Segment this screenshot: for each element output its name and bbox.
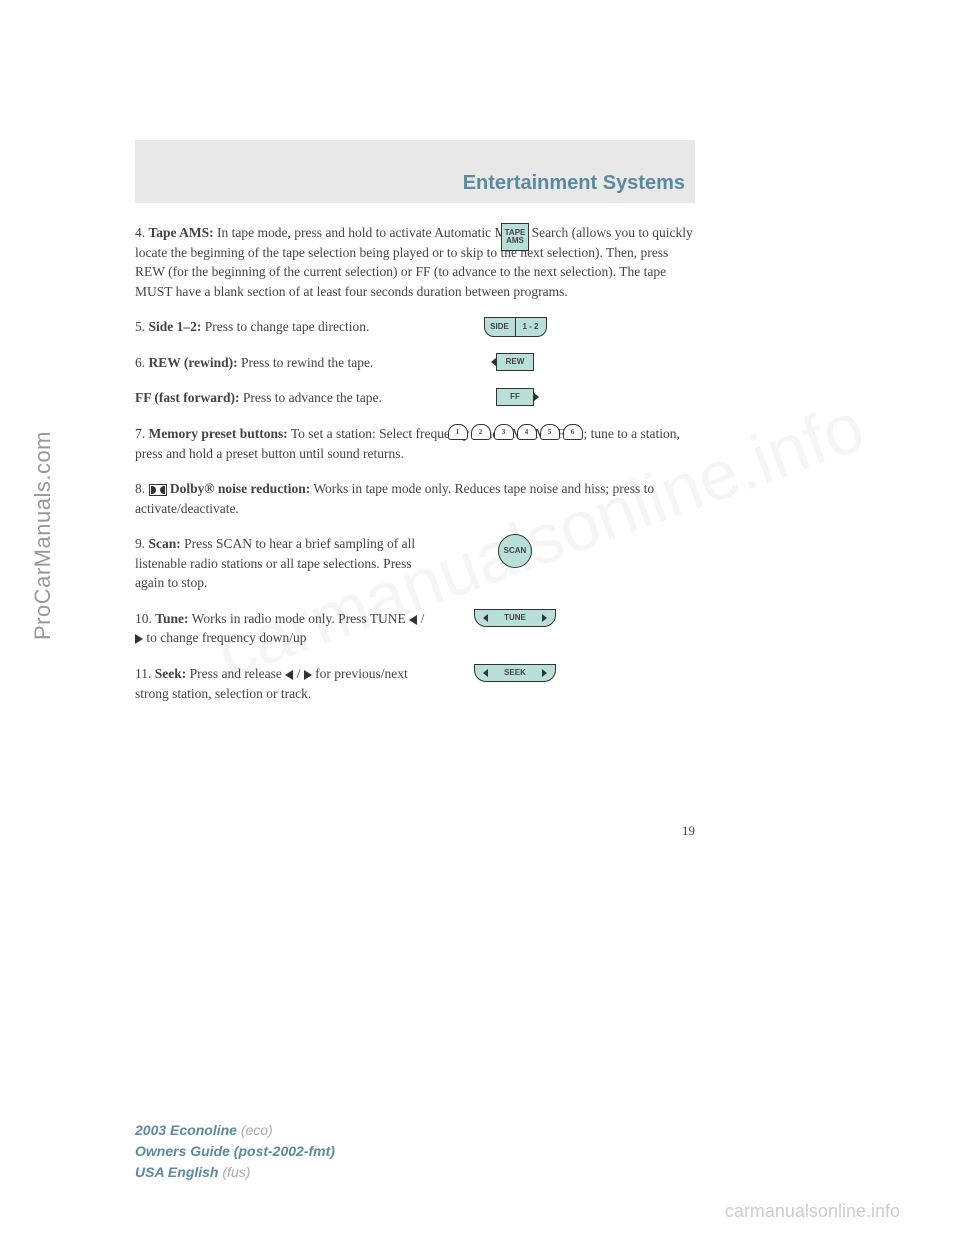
left-arrow-icon xyxy=(409,615,417,625)
footer-model-code: (eco) xyxy=(237,1122,273,1138)
left-arrow-icon xyxy=(285,670,293,680)
icon-text: 1 - 2 xyxy=(516,317,547,337)
sidebar-watermark: ProCarManuals.com xyxy=(30,431,56,640)
ff-icon: FF xyxy=(445,388,585,406)
preset-btn: 4 xyxy=(517,424,537,440)
preset-btn: 1 xyxy=(448,424,468,440)
icon-text: SIDE xyxy=(484,317,516,337)
seek-icon: SEEK xyxy=(445,664,585,682)
rew-icon: REW xyxy=(445,353,585,371)
item-9: SCAN 9. Scan: Press SCAN to hear a brief… xyxy=(135,534,695,593)
item-num: 4. xyxy=(135,225,149,240)
item-11: SEEK 11. Seek: Press and release / for p… xyxy=(135,664,695,703)
item-4: TAPE AMS 4. Tape AMS: In tape mode, pres… xyxy=(135,223,695,301)
preset-btn: 3 xyxy=(494,424,514,440)
page-content: Entertainment Systems TAPE AMS 4. Tape A… xyxy=(135,140,695,719)
dolby-icon xyxy=(149,484,167,496)
presets-icon: 1 2 3 4 5 6 xyxy=(445,424,585,440)
footer-lang: USA English xyxy=(135,1164,219,1180)
item-num: 5. xyxy=(135,319,149,334)
item-num: 10. xyxy=(135,611,155,626)
icon-text: TUNE xyxy=(474,609,556,627)
item-text: Press to change tape direction. xyxy=(201,319,369,334)
item-7: 1 2 3 4 5 6 7. Memory preset buttons: To… xyxy=(135,424,695,463)
item-num: 8. xyxy=(135,481,149,496)
item-num: 11. xyxy=(135,666,155,681)
item-text: In tape mode, press and hold to activate… xyxy=(135,225,693,299)
preset-btn: 2 xyxy=(471,424,491,440)
item-num: 6. xyxy=(135,355,149,370)
item-label: FF (fast forward): xyxy=(135,390,239,405)
scan-icon: SCAN xyxy=(445,534,585,568)
item-num: 9. xyxy=(135,536,149,551)
item-label: Tape AMS: xyxy=(149,225,214,240)
header-title: Entertainment Systems xyxy=(463,172,685,195)
right-arrow-icon xyxy=(135,634,143,644)
icon-text: REW xyxy=(496,353,534,371)
preset-btn: 6 xyxy=(563,424,583,440)
header-bar: Entertainment Systems xyxy=(135,140,695,203)
page-number: 19 xyxy=(682,823,695,839)
item-ff: FF FF (fast forward): Press to advance t… xyxy=(135,388,695,408)
item-text: to change frequency down/up xyxy=(143,630,306,645)
item-10: TUNE 10. Tune: Works in radio mode only.… xyxy=(135,609,695,648)
item-num: 7. xyxy=(135,426,149,441)
tape-ams-icon: TAPE AMS xyxy=(445,223,585,251)
item-text: Press to rewind the tape. xyxy=(238,355,374,370)
item-5: SIDE 1 - 2 5. Side 1–2: Press to change … xyxy=(135,317,695,337)
item-label: Seek: xyxy=(155,666,187,681)
item-label: REW (rewind): xyxy=(149,355,238,370)
item-text: Press and release xyxy=(186,666,285,681)
item-label: Scan: xyxy=(149,536,181,551)
item-text: Works in radio mode only. Press TUNE xyxy=(189,611,410,626)
preset-btn: 5 xyxy=(540,424,560,440)
icon-text: FF xyxy=(496,388,534,406)
side-icon: SIDE 1 - 2 xyxy=(445,317,585,337)
bottom-watermark: carmanualsonline.info xyxy=(725,1201,900,1222)
item-label: Memory preset buttons: xyxy=(149,426,288,441)
item-label: Tune: xyxy=(155,611,188,626)
item-6: REW 6. REW (rewind): Press to rewind the… xyxy=(135,353,695,373)
right-arrow-icon xyxy=(304,670,312,680)
footer-model: 2003 Econoline xyxy=(135,1122,237,1138)
icon-text: SCAN xyxy=(498,534,532,568)
footer: 2003 Econoline (eco) Owners Guide (post-… xyxy=(135,1120,335,1183)
icon-text: AMS xyxy=(506,237,524,245)
footer-guide: Owners Guide (post-2002-fmt) xyxy=(135,1143,335,1159)
tune-icon: TUNE xyxy=(445,609,585,627)
item-text: Press to advance the tape. xyxy=(239,390,381,405)
icon-text: SEEK xyxy=(474,664,556,682)
footer-lang-code: (fus) xyxy=(219,1164,251,1180)
item-label: Side 1–2: xyxy=(149,319,202,334)
item-label: Dolby® noise reduction: xyxy=(170,481,310,496)
item-8: 8. Dolby® noise reduction: Works in tape… xyxy=(135,479,695,518)
